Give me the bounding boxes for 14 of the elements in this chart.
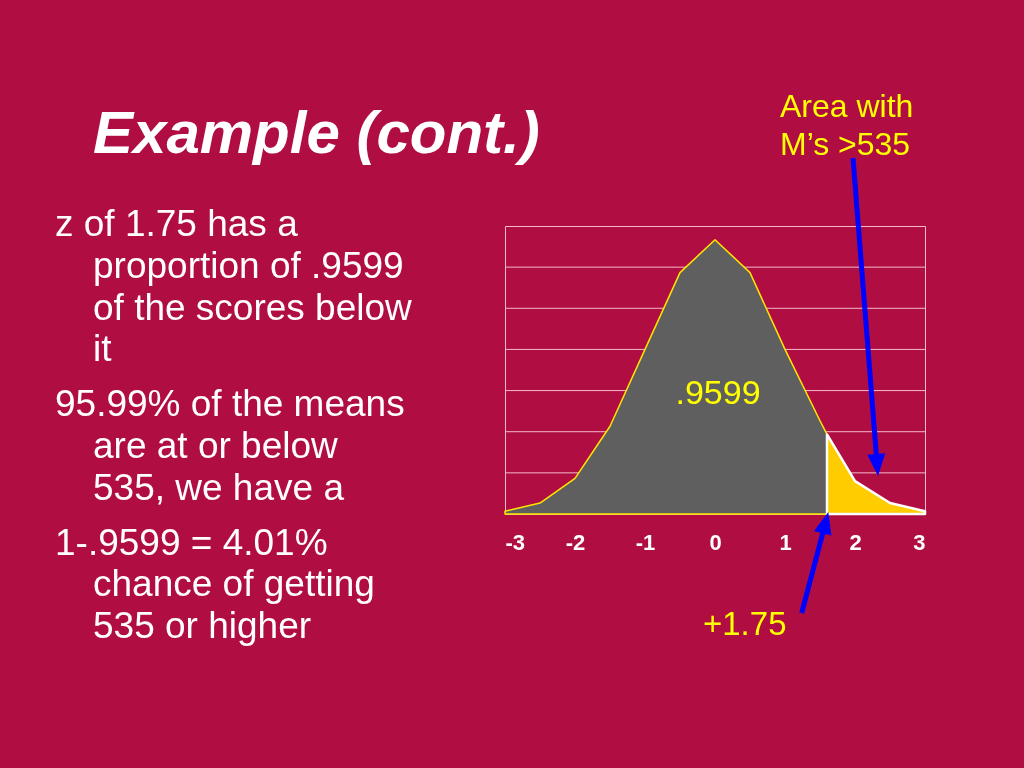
annotation: .9599 [675, 373, 761, 411]
x-tick-label: -2 [565, 529, 586, 555]
x-tick-label: 0 [709, 529, 722, 555]
text: +1.75 [703, 605, 787, 642]
chart-title: Example (cont.) [93, 99, 540, 166]
text: 1-.9599 = 4.01% chance of getting 535 or higher [55, 521, 375, 647]
text: z of 1.75 has a proportion of .9599 of the scores below it [55, 203, 413, 370]
x-tick-label: 3 [913, 529, 926, 555]
text: 95.99% of the means are at or below 535, we have a [55, 383, 405, 508]
text: Area with M’s >535 [780, 88, 914, 162]
x-tick-label: 1 [779, 529, 792, 555]
x-tick-label: -3 [505, 529, 526, 555]
x-tick-label: 2 [849, 529, 862, 555]
x-tick-label: -1 [635, 529, 656, 555]
